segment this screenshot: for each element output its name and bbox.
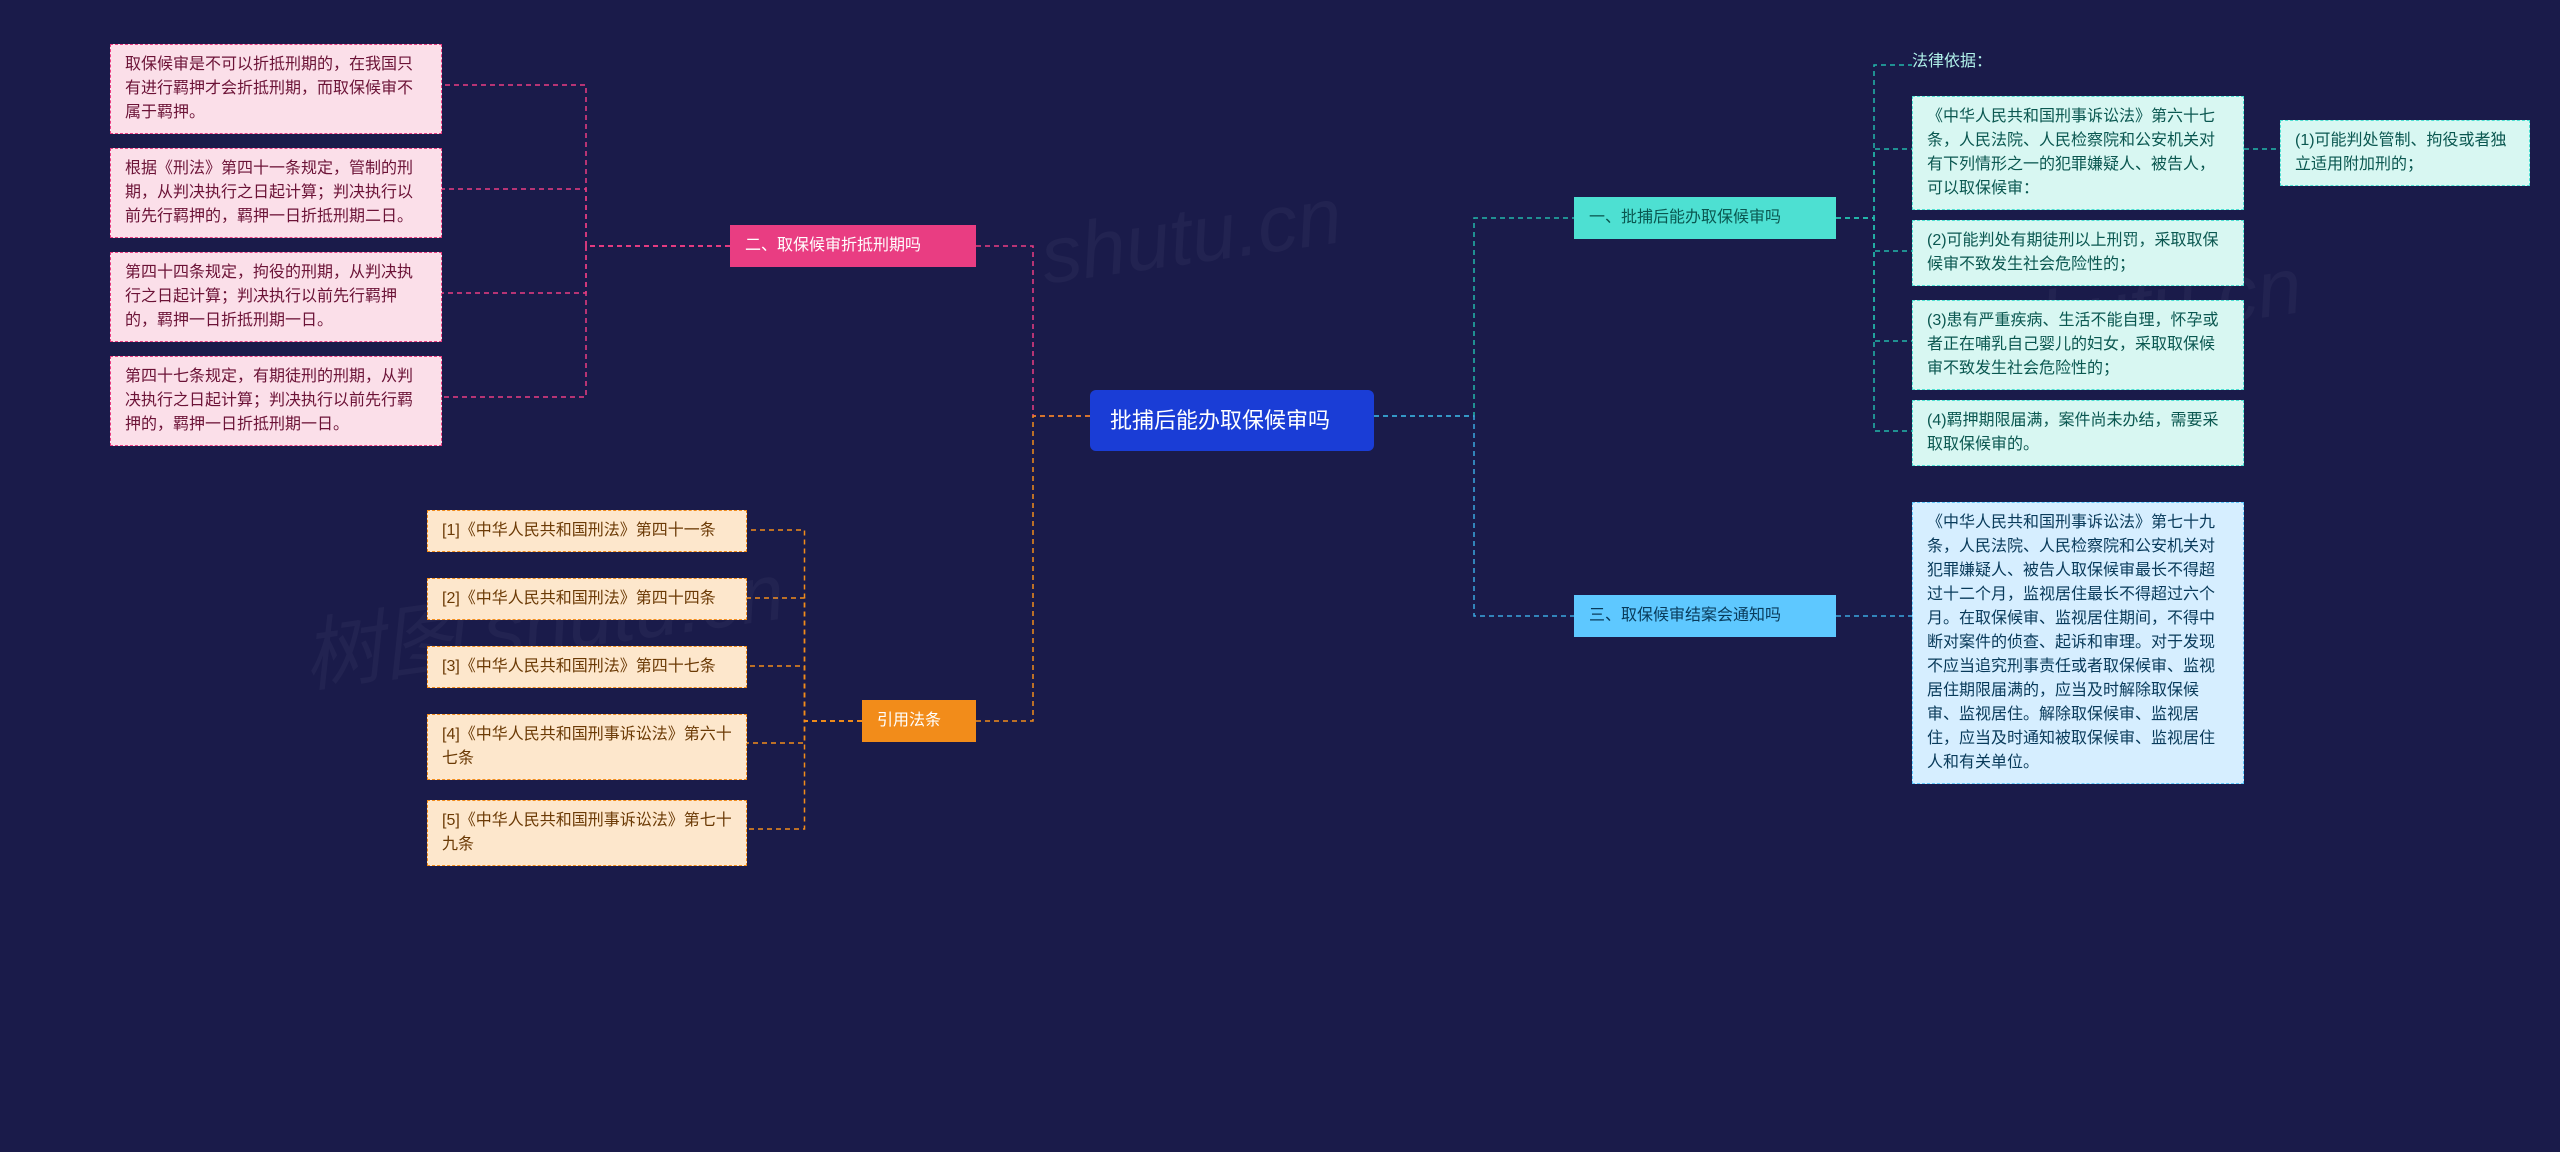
leaf-node: [1]《中华人民共和国刑法》第四十一条: [427, 510, 747, 552]
leaf-node: [4]《中华人民共和国刑事诉讼法》第六十七条: [427, 714, 747, 780]
leaf-node: [3]《中华人民共和国刑法》第四十七条: [427, 646, 747, 688]
leaf-node: (3)患有严重疾病、生活不能自理，怀孕或者正在哺乳自己婴儿的妇女，采取取保候审不…: [1912, 300, 2244, 390]
branch-node[interactable]: 三、取保候审结案会通知吗: [1574, 595, 1836, 637]
center-node[interactable]: 批捕后能办取保候审吗: [1090, 390, 1374, 451]
leaf-node: 第四十七条规定，有期徒刑的刑期，从判决执行之日起计算；判决执行以前先行羁押的，羁…: [110, 356, 442, 446]
leaf-node: 《中华人民共和国刑事诉讼法》第六十七条，人民法院、人民检察院和公安机关对有下列情…: [1912, 96, 2244, 210]
branch-node[interactable]: 一、批捕后能办取保候审吗: [1574, 197, 1836, 239]
leaf-node: 第四十四条规定，拘役的刑期，从判决执行之日起计算；判决执行以前先行羁押的，羁押一…: [110, 252, 442, 342]
watermark: shutu.cn: [1035, 169, 1347, 302]
leaf-node: 取保候审是不可以折抵刑期的，在我国只有进行羁押才会折抵刑期，而取保候审不属于羁押…: [110, 44, 442, 134]
leaf-node: 《中华人民共和国刑事诉讼法》第七十九条，人民法院、人民检察院和公安机关对犯罪嫌疑…: [1912, 502, 2244, 784]
leaf-node: 法律依据：: [1912, 48, 2006, 82]
leaf-node: [5]《中华人民共和国刑事诉讼法》第七十九条: [427, 800, 747, 866]
leaf-node: (4)羁押期限届满，案件尚未办结，需要采取取保候审的。: [1912, 400, 2244, 466]
leaf-node: (2)可能判处有期徒刑以上刑罚，采取取保候审不致发生社会危险性的；: [1912, 220, 2244, 286]
leaf-node: [2]《中华人民共和国刑法》第四十四条: [427, 578, 747, 620]
branch-node[interactable]: 二、取保候审折抵刑期吗: [730, 225, 976, 267]
leaf-node: (1)可能判处管制、拘役或者独立适用附加刑的；: [2280, 120, 2530, 186]
branch-node[interactable]: 引用法条: [862, 700, 976, 742]
leaf-node: 根据《刑法》第四十一条规定，管制的刑期，从判决执行之日起计算；判决执行以前先行羁…: [110, 148, 442, 238]
